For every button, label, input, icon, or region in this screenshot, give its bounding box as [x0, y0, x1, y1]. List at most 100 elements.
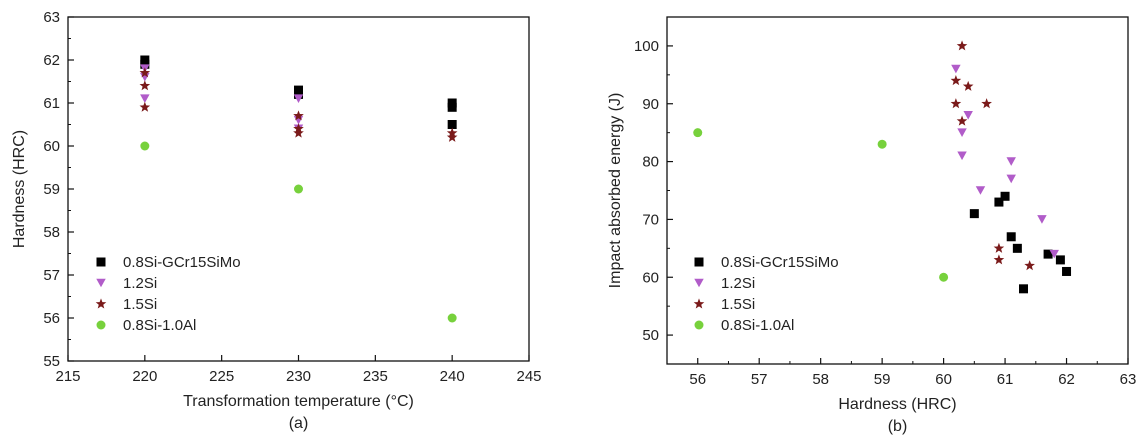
data-point	[693, 128, 703, 138]
data-point	[293, 110, 304, 121]
data-point	[1006, 232, 1016, 242]
y-tick-label: 100	[634, 38, 659, 55]
y-tick-label: 60	[642, 269, 659, 286]
data-point	[969, 209, 979, 219]
data-point	[447, 313, 457, 323]
panel-label: (a)	[289, 415, 309, 432]
data-point	[139, 80, 151, 91]
data-point	[1062, 266, 1072, 276]
legend-label: 1.5Si	[721, 296, 755, 313]
panel-label: (b)	[888, 418, 908, 435]
legend-marker	[694, 278, 704, 288]
x-tick-label: 245	[516, 368, 541, 385]
data-point	[1006, 174, 1016, 184]
x-tick-label: 58	[812, 371, 829, 388]
legend-label: 0.8Si-1.0Al	[123, 317, 196, 334]
data-point	[956, 115, 968, 126]
legend-marker	[96, 320, 106, 330]
x-tick-label: 230	[286, 368, 311, 385]
legend-marker	[96, 278, 106, 288]
legend-marker	[693, 298, 705, 309]
x-tick-label: 62	[1058, 371, 1075, 388]
y-tick-label: 56	[43, 310, 60, 327]
legend-marker	[95, 298, 107, 309]
data-point	[950, 98, 962, 109]
legend-label: 0.8Si-1.0Al	[721, 317, 794, 334]
y-tick-label: 90	[642, 96, 659, 113]
data-point	[956, 40, 968, 51]
data-point	[139, 101, 151, 112]
data-point	[1019, 284, 1029, 294]
data-point	[1055, 255, 1065, 265]
x-tick-label: 225	[209, 368, 234, 385]
chart-panel-b: 56 57 58 59 60 61 62 63 50 60 70 80 90 100 Hardness (H…	[607, 16, 1137, 435]
x-tick-label: 235	[363, 368, 388, 385]
y-tick-label: 60	[43, 138, 60, 155]
x-tick-label: 63	[1120, 371, 1137, 388]
legend-label: 0.8Si-GCr15SiMo	[721, 254, 839, 271]
legend-label: 0.8Si-GCr15SiMo	[123, 254, 241, 271]
data-point	[939, 272, 949, 282]
data-point	[950, 75, 962, 86]
data-point	[446, 131, 458, 142]
data-point	[294, 184, 303, 194]
data-point	[294, 89, 303, 99]
x-tick-label: 57	[751, 371, 768, 388]
data-point	[139, 67, 151, 78]
data-point	[1043, 249, 1053, 259]
x-tick-label: 220	[132, 368, 157, 385]
data-point	[1006, 157, 1016, 166]
y-tick-label: 50	[642, 327, 659, 344]
data-point	[877, 139, 887, 149]
y-axis-title: Hardness (HRC)	[11, 130, 28, 248]
legend-marker	[96, 257, 106, 267]
data-point	[993, 254, 1005, 265]
chart-panel-a: 215 220 225 230 235 240 245 55 56 57 58 59 60 61 62 63 T…	[11, 9, 542, 432]
y-tick-label: 55	[43, 353, 60, 370]
y-tick-label: 57	[43, 267, 60, 284]
data-point	[293, 94, 304, 103]
legend-label: 1.5Si	[123, 296, 157, 313]
data-point	[447, 120, 457, 129]
data-point	[1000, 191, 1010, 201]
y-tick-label: 59	[43, 181, 60, 198]
x-axis-title: Hardness (HRC)	[838, 396, 956, 413]
legend-marker	[694, 257, 704, 267]
legend-label: 1.2Si	[721, 275, 755, 292]
data-point	[981, 98, 992, 109]
data-point	[957, 151, 967, 161]
x-tick-label: 56	[689, 371, 706, 388]
x-tick-label: 60	[935, 371, 952, 388]
data-point	[957, 128, 967, 137]
legend-label: 1.2Si	[123, 275, 157, 292]
x-tick-label: 59	[874, 371, 891, 388]
y-axis-title: Impact absorbed energy (J)	[607, 93, 624, 289]
x-tick-label: 61	[997, 371, 1014, 388]
data-point	[963, 111, 973, 120]
data-point	[975, 186, 986, 195]
x-tick-label: 240	[440, 368, 465, 385]
y-tick-label: 80	[642, 154, 659, 171]
y-tick-label: 70	[642, 211, 659, 228]
x-axis-title: Transformation temperature (°C)	[183, 393, 414, 410]
data-point	[140, 59, 150, 69]
y-tick-label: 62	[43, 52, 60, 69]
data-point	[1049, 249, 1059, 259]
data-point	[1024, 260, 1035, 271]
data-point	[293, 127, 304, 138]
data-point	[962, 80, 974, 91]
data-point	[447, 102, 457, 112]
y-tick-label: 58	[43, 224, 60, 241]
data-point	[951, 64, 961, 74]
data-point	[140, 94, 150, 103]
data-point	[993, 242, 1005, 253]
data-point	[1037, 215, 1047, 224]
x-tick-label: 215	[55, 368, 80, 385]
y-tick-label: 63	[43, 9, 60, 26]
data-point	[994, 197, 1004, 207]
y-tick-label: 61	[43, 95, 60, 112]
legend-marker	[694, 320, 704, 330]
data-point	[1012, 243, 1022, 253]
data-point	[140, 141, 150, 151]
